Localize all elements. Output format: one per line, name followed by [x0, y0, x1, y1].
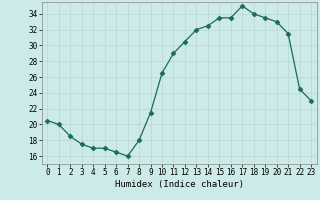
X-axis label: Humidex (Indice chaleur): Humidex (Indice chaleur) — [115, 180, 244, 189]
